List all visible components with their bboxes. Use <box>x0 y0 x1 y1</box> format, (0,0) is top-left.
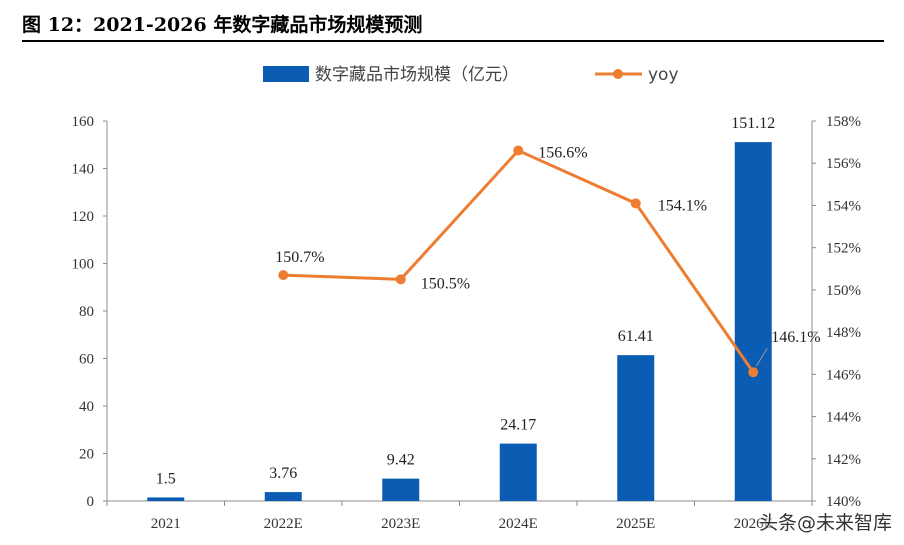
y-left-tick-label: 0 <box>87 494 95 510</box>
bar <box>617 355 655 501</box>
yoy-point <box>513 145 524 156</box>
bar <box>734 142 772 501</box>
y-left-tick-label: 40 <box>79 399 94 415</box>
yoy-data-label: 150.5% <box>421 275 470 292</box>
bar <box>499 443 537 501</box>
yoy-point <box>630 198 641 209</box>
bar-data-label: 24.17 <box>500 417 536 434</box>
y-right-tick-label: 156% <box>826 156 861 172</box>
y-right-tick-label: 150% <box>826 283 861 299</box>
legend-bar-label: 数字藏品市场规模（亿元） <box>315 65 519 85</box>
x-tick-label: 2026E <box>734 516 773 532</box>
bar <box>264 492 302 501</box>
y-left-tick-label: 160 <box>72 114 95 130</box>
y-right-tick-label: 144% <box>826 410 861 426</box>
x-tick-label: 2025E <box>616 516 655 532</box>
y-left-tick-label: 120 <box>72 209 95 225</box>
y-left-tick-label: 80 <box>79 304 94 320</box>
bar-data-label: 3.76 <box>269 465 297 482</box>
x-tick-label: 2022E <box>264 516 303 532</box>
yoy-data-label: 154.1% <box>658 197 707 214</box>
yoy-point <box>395 274 406 285</box>
bar-data-label: 9.42 <box>387 452 415 469</box>
y-right-tick-label: 158% <box>826 114 861 130</box>
figure-header: 图 12：2021-2026 年数字藏品市场规模预测 <box>22 6 884 42</box>
y-left-tick-label: 140 <box>72 162 95 178</box>
y-left-tick-label: 100 <box>72 257 95 273</box>
yoy-data-label: 156.6% <box>538 145 587 162</box>
x-tick-label: 2021 <box>151 516 181 532</box>
bar <box>147 497 185 501</box>
figure-title: 图 12：2021-2026 年数字藏品市场规模预测 <box>22 14 423 36</box>
bar-data-label: 1.5 <box>156 470 176 487</box>
y-left-tick-label: 60 <box>79 352 94 368</box>
y-right-tick-label: 152% <box>826 241 861 257</box>
yoy-data-label: 146.1% <box>771 329 820 346</box>
y-right-tick-label: 142% <box>826 452 861 468</box>
y-right-tick-label: 154% <box>826 198 861 214</box>
label-leader-line <box>755 347 768 367</box>
y-left-tick-label: 20 <box>79 447 94 463</box>
legend-line-marker <box>613 69 623 79</box>
y-right-tick-label: 140% <box>826 494 861 510</box>
y-right-tick-label: 146% <box>826 367 861 383</box>
legend-line-label: yoy <box>648 65 679 85</box>
yoy-point <box>278 270 289 281</box>
legend-bar-swatch <box>263 66 309 82</box>
bar-data-label: 151.12 <box>731 115 775 132</box>
yoy-line <box>283 148 755 374</box>
bar-data-label: 61.41 <box>618 328 654 345</box>
yoy-point <box>748 367 759 378</box>
x-tick-label: 2023E <box>381 516 420 532</box>
x-tick-label: 2024E <box>499 516 538 532</box>
watermark: 头条@未来智库 <box>758 512 892 534</box>
yoy-data-label: 150.7% <box>275 249 324 266</box>
bar <box>382 478 420 501</box>
y-right-tick-label: 148% <box>826 325 861 341</box>
